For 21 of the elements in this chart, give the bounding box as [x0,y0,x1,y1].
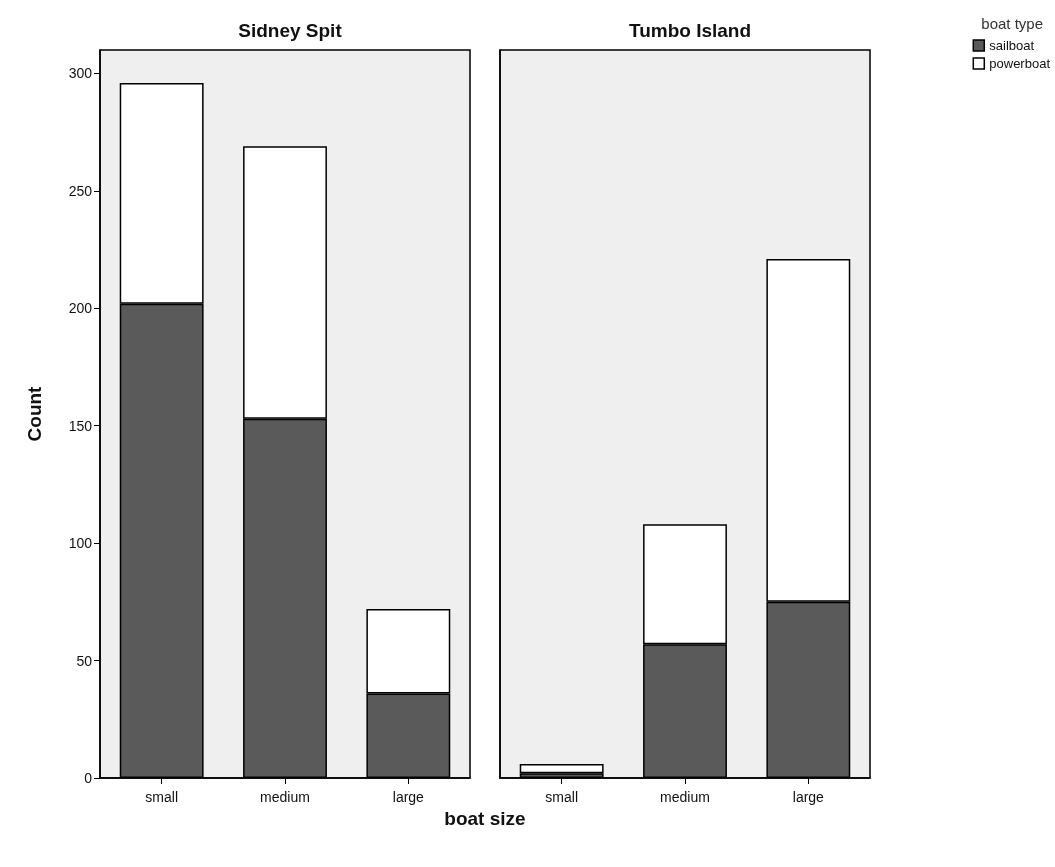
y-tick-label: 250 [68,182,93,199]
x-tick-label: small [145,789,178,805]
y-tick-label: 100 [68,535,93,552]
y-tick-label: 200 [68,300,93,317]
x-tick-label: small [545,789,578,805]
x-tick-label: large [392,789,425,805]
y-tick-label: 150 [68,417,93,434]
legend-label: sailboat [989,38,1035,53]
legend-label: powerboat [989,56,1051,71]
y-tick-label: 300 [68,65,93,82]
x-tick-label: medium [660,789,710,805]
y-tick-label: 0 [84,770,93,786]
chart-title: Tumbo Island [628,20,752,41]
x-axis-title: boat size [443,808,527,830]
y-axis-title: Count [24,385,45,442]
chart-title: Sidney Spit [238,20,343,41]
legend-title: boat type [981,15,1043,32]
x-tick-label: large [792,789,825,805]
y-tick-label: 50 [76,652,93,669]
bar [519,763,604,774]
x-tick-label: medium [260,789,310,805]
